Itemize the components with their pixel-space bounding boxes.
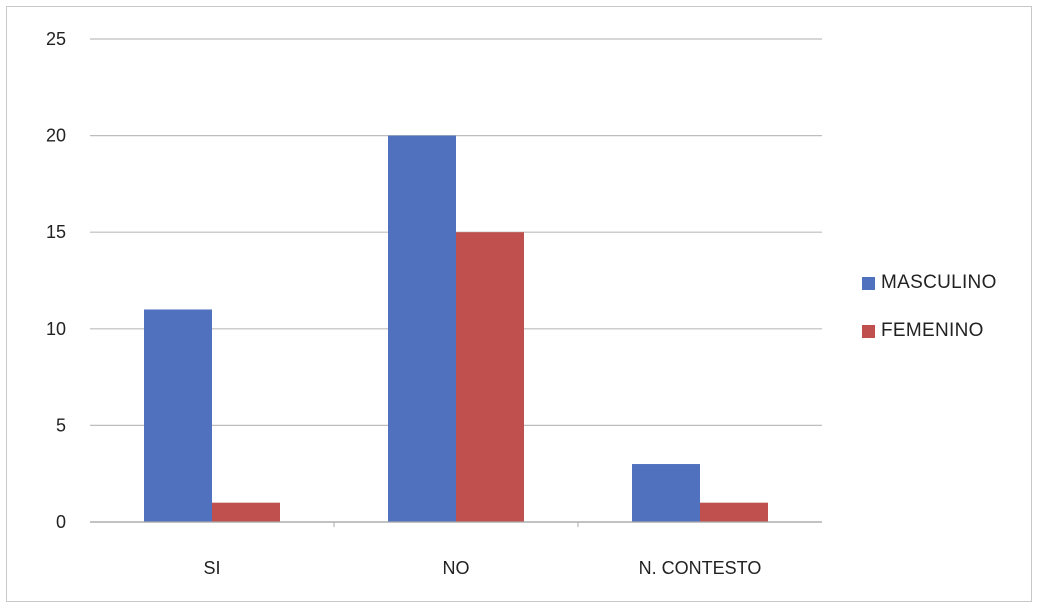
y-tick-label-20: 20 xyxy=(46,126,66,146)
legend-item-femenino: FEMENINO xyxy=(862,318,997,344)
y-axis-ticks: 0 5 10 15 20 25 xyxy=(46,29,66,532)
y-tick-label-0: 0 xyxy=(56,512,66,532)
legend-item-masculino: MASCULINO xyxy=(862,270,997,296)
bar-masculino-1 xyxy=(388,135,456,522)
legend-swatch-masculino xyxy=(862,276,875,290)
y-tick-label-10: 10 xyxy=(46,319,66,339)
bar-masculino-2 xyxy=(632,464,700,522)
legend-label-femenino: FEMENINO xyxy=(881,320,984,341)
y-tick-label-15: 15 xyxy=(46,222,66,242)
legend-swatch-femenino xyxy=(862,324,875,338)
x-tick-label-1: NO xyxy=(443,558,470,578)
x-tick-label-0: SI xyxy=(203,558,220,578)
legend-label-masculino: MASCULINO xyxy=(881,272,997,293)
bar-masculino-0 xyxy=(144,309,212,522)
bar-femenino-1 xyxy=(456,232,524,522)
x-tick-label-2: N. CONTESTO xyxy=(639,558,762,578)
y-tick-label-25: 25 xyxy=(46,29,66,49)
bars xyxy=(144,135,768,522)
legend: MASCULINO FEMENINO xyxy=(862,270,997,366)
x-axis-ticks: SI NO N. CONTESTO xyxy=(203,522,761,578)
bar-femenino-0 xyxy=(212,502,280,522)
y-tick-label-5: 5 xyxy=(56,415,66,435)
bar-femenino-2 xyxy=(700,502,768,522)
